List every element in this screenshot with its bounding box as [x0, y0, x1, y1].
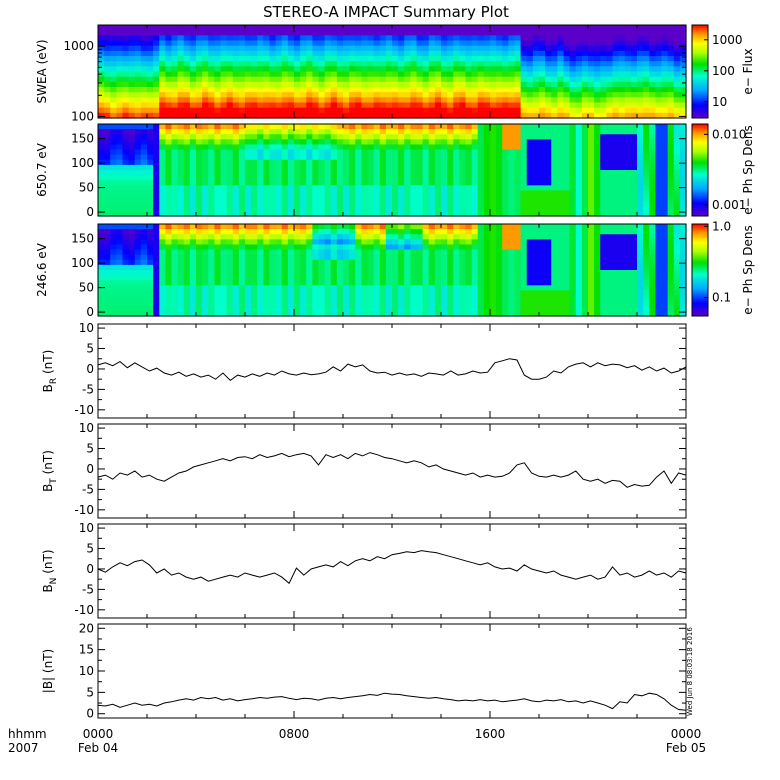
- panel-7: 0 5 10 15 20 |B| (nT): [41, 621, 687, 721]
- y-tick-label: 100: [71, 156, 94, 170]
- y-tick-label: 10: [79, 521, 94, 535]
- y-tick-label: 0: [86, 205, 94, 219]
- y-tick-label: -5: [82, 482, 94, 496]
- colorbar-tick-label: 1.0: [712, 219, 731, 233]
- y-tick-label: 0: [86, 305, 94, 319]
- y-tick-label: -10: [74, 603, 94, 617]
- timestamp: Wed Jun 8 08:03:18 2016: [686, 627, 694, 716]
- y-tick-label: 10: [79, 664, 94, 678]
- y-tick-label: 5: [86, 685, 94, 699]
- panel-frame: [97, 523, 687, 619]
- y-tick-label: 100: [71, 109, 94, 123]
- colorbar-tick-label: 0.001: [712, 198, 746, 212]
- panel-frame: [97, 123, 687, 217]
- y-tick-label: 1000: [63, 39, 94, 53]
- time-tick-date: Feb 05: [666, 741, 706, 755]
- spectrogram-2: [98, 124, 687, 217]
- time-axis-row1-label: hhmm: [8, 727, 47, 741]
- colorbar-tick-label: 0.010: [712, 127, 746, 141]
- line-series-7: [97, 692, 687, 711]
- colorbar-tick-label: 1000: [712, 33, 743, 47]
- y-tick-label: 100: [71, 256, 94, 270]
- time-tick-label: 0000: [83, 727, 114, 741]
- y-tick-label: 10: [79, 421, 94, 435]
- line-series-4: [97, 358, 687, 382]
- y-tick-label: 0: [86, 707, 94, 721]
- y-axis-label: 246.6 eV: [35, 242, 49, 297]
- y-tick-label: 0: [86, 562, 94, 576]
- y-tick-label: -10: [74, 403, 94, 417]
- colorbar-label: e− Flux: [741, 48, 755, 94]
- y-tick-label: 10: [79, 321, 94, 335]
- y-tick-label: -5: [82, 582, 94, 596]
- y-axis-label: BN (nT): [41, 549, 59, 592]
- y-tick-label: 5: [86, 342, 94, 356]
- panel-frame: [97, 323, 687, 419]
- y-tick-label: 5: [86, 542, 94, 556]
- y-tick-label: 0: [86, 362, 94, 376]
- y-tick-label: 5: [86, 442, 94, 456]
- time-axis-row2-label: 2007: [8, 741, 39, 755]
- y-axis-label: BT (nT): [41, 450, 59, 492]
- y-tick-label: -5: [82, 382, 94, 396]
- y-axis-label: BR (nT): [41, 350, 59, 393]
- colorbar-tick-label: 10: [712, 95, 727, 109]
- time-tick-label: 0000: [671, 727, 702, 741]
- panel-4: -10 -5 0 5 10 BR (nT): [41, 321, 687, 419]
- colorbar-tick-label: 100: [712, 64, 735, 78]
- line-series-5: [97, 452, 687, 488]
- y-axis-label: SWEA (eV): [35, 39, 49, 103]
- y-tick-label: 0: [86, 462, 94, 476]
- spectrogram-1: [98, 25, 687, 119]
- panel-5: -10 -5 0 5 10 BT (nT): [41, 421, 687, 519]
- spectrogram-3: [98, 224, 687, 317]
- y-axis-label: 650.7 eV: [35, 142, 49, 197]
- y-tick-label: 50: [79, 181, 94, 195]
- y-tick-label: -10: [74, 503, 94, 517]
- panel-frame: [97, 623, 687, 719]
- time-tick-label: 1600: [475, 727, 506, 741]
- y-tick-label: 150: [71, 232, 94, 246]
- panel-frame: [97, 24, 687, 119]
- panel-3: 0.1 1.0 e− Ph Sp Dens 0 50 100 150 246.6 eV: [35, 219, 755, 319]
- y-tick-label: 15: [79, 643, 94, 657]
- panel-frame: [97, 423, 687, 519]
- line-series-6: [97, 550, 687, 585]
- y-axis-label: |B| (nT): [41, 649, 55, 693]
- panel-frame: [97, 223, 687, 317]
- y-tick-label: 20: [79, 621, 94, 635]
- time-tick-label: 0800: [279, 727, 310, 741]
- colorbar-3: 0.1 1.0 e− Ph Sp Dens: [691, 219, 755, 317]
- y-tick-label: 150: [71, 132, 94, 146]
- y-tick-label: 50: [79, 281, 94, 295]
- colorbar-label: e− Ph Sp Dens: [741, 125, 755, 214]
- chart-title: STEREO-A IMPACT Summary Plot: [263, 3, 509, 21]
- colorbar-tick-label: 0.1: [712, 291, 731, 305]
- colorbar-label: e− Ph Sp Dens: [741, 225, 755, 314]
- time-tick-date: Feb 04: [78, 741, 118, 755]
- panel-6: -10 -5 0 5 10 BN (nT): [41, 521, 687, 619]
